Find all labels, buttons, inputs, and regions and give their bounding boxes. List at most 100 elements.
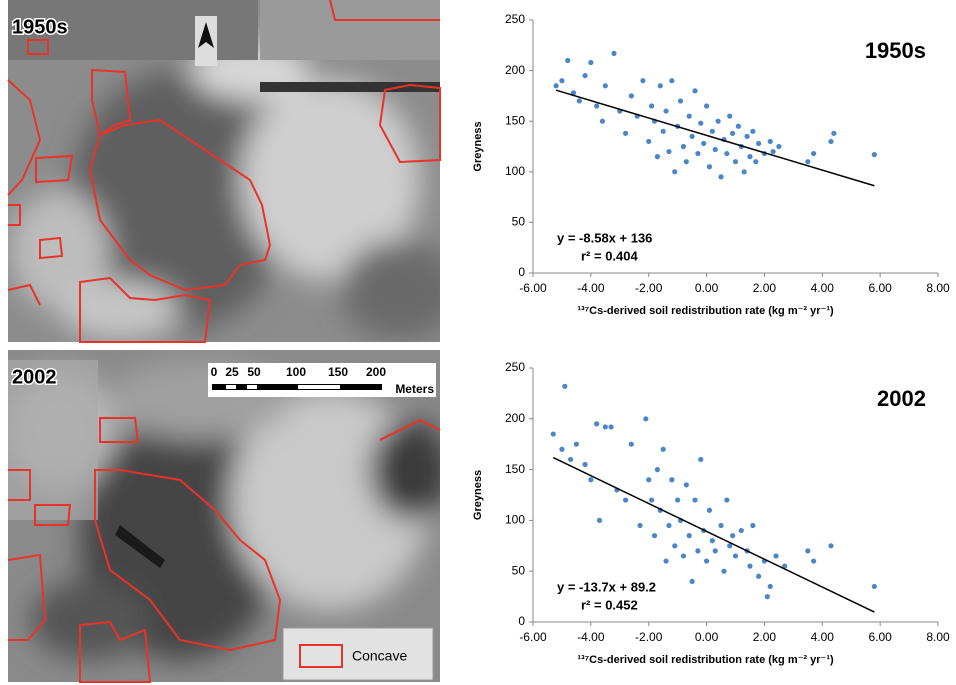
y-tick-label: 50 xyxy=(512,215,526,229)
point xyxy=(744,133,750,139)
point xyxy=(831,130,837,136)
scale-label: 25 xyxy=(225,365,239,379)
point xyxy=(756,140,762,147)
y-axis-label: Greyness xyxy=(472,121,484,171)
image-label: 1950s xyxy=(12,16,68,38)
point xyxy=(683,482,689,488)
point xyxy=(686,113,692,119)
y-tick-label: 0 xyxy=(518,614,525,628)
point xyxy=(680,143,687,150)
point xyxy=(735,123,741,129)
point xyxy=(677,98,684,104)
concave-outlines xyxy=(7,0,441,343)
x-axis-label: ¹³⁷Cs-derived soil redistribution rate (… xyxy=(577,654,834,666)
point xyxy=(741,169,747,175)
point xyxy=(805,548,811,554)
point xyxy=(663,558,669,564)
point xyxy=(701,140,707,147)
point xyxy=(559,78,565,84)
x-tick-label: -4.00 xyxy=(577,630,605,644)
point xyxy=(776,143,782,150)
y-tick-label: 150 xyxy=(505,462,525,476)
point xyxy=(767,583,773,590)
point xyxy=(660,128,666,134)
point xyxy=(764,594,770,600)
point xyxy=(773,553,779,559)
image-label: 2002 xyxy=(12,366,57,388)
point xyxy=(651,533,658,539)
chart-title: 2002 xyxy=(877,386,926,411)
point xyxy=(732,159,739,165)
point xyxy=(596,517,603,524)
point xyxy=(666,522,672,529)
point xyxy=(692,497,698,503)
y-tick-label: 50 xyxy=(512,563,526,577)
point xyxy=(706,507,713,513)
point xyxy=(643,416,649,422)
point xyxy=(718,174,724,180)
point xyxy=(594,103,600,109)
y-tick-label: 100 xyxy=(505,513,525,527)
point xyxy=(649,103,655,109)
point xyxy=(706,164,713,170)
legend-label: Concave xyxy=(352,648,407,664)
scale-label: 200 xyxy=(366,365,386,379)
point xyxy=(675,497,681,503)
trendline xyxy=(552,456,875,613)
point xyxy=(663,108,669,114)
point xyxy=(721,568,727,574)
point xyxy=(669,78,675,84)
concave-outlines xyxy=(7,417,441,683)
point xyxy=(767,138,773,145)
point xyxy=(724,497,730,503)
point xyxy=(602,83,608,89)
equation: y = -13.7x + 89.2 xyxy=(557,579,656,594)
x-tick-label: -2.00 xyxy=(635,630,663,644)
chart-title: 1950s xyxy=(865,38,926,63)
point xyxy=(559,446,565,452)
point xyxy=(747,563,753,569)
point xyxy=(750,128,756,134)
r-squared: r² = 0.404 xyxy=(581,248,639,263)
point xyxy=(573,441,579,447)
point xyxy=(669,477,675,483)
point xyxy=(565,57,571,64)
point xyxy=(582,73,588,79)
point xyxy=(654,467,660,473)
point xyxy=(689,133,695,139)
point xyxy=(646,138,652,145)
point xyxy=(709,128,715,134)
y-tick-label: 200 xyxy=(505,411,525,425)
point xyxy=(712,548,718,554)
point xyxy=(871,583,877,590)
point xyxy=(588,477,594,483)
point xyxy=(689,578,695,584)
point xyxy=(628,441,634,447)
point xyxy=(727,113,733,119)
x-tick-label: -2.00 xyxy=(635,281,663,295)
point xyxy=(582,461,588,468)
point xyxy=(622,497,629,503)
point xyxy=(715,118,721,124)
point xyxy=(732,553,739,559)
point xyxy=(680,553,687,559)
x-tick-label: 6.00 xyxy=(868,630,892,644)
map-legend: Concave xyxy=(282,627,434,681)
point xyxy=(611,50,617,56)
y-axis-label: Greyness xyxy=(472,470,484,520)
point xyxy=(730,533,736,539)
r-squared: r² = 0.452 xyxy=(581,597,638,612)
point xyxy=(672,169,678,175)
point xyxy=(637,522,643,529)
x-axis-label: ¹³⁷Cs-derived soil redistribution rate (… xyxy=(577,305,834,317)
y-tick-label: 200 xyxy=(505,63,525,77)
x-tick-label: 8.00 xyxy=(926,281,950,295)
point xyxy=(602,424,608,430)
point xyxy=(805,159,811,165)
x-tick-label: 8.00 xyxy=(926,630,950,644)
point xyxy=(811,150,817,157)
y-tick-label: 0 xyxy=(518,265,525,279)
point xyxy=(718,522,724,529)
point xyxy=(698,456,704,463)
point xyxy=(640,78,646,84)
